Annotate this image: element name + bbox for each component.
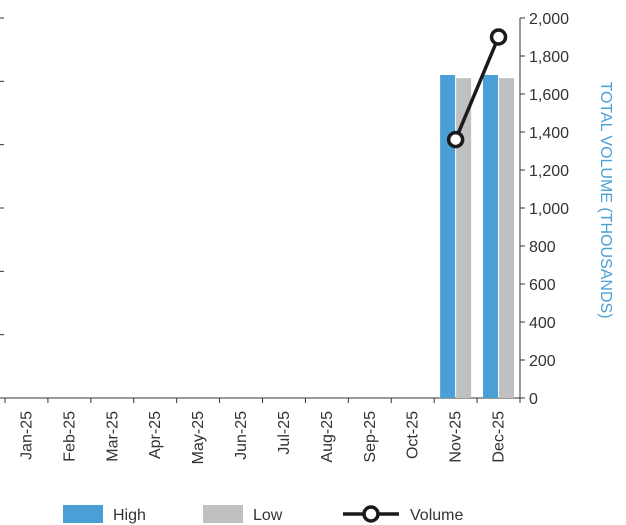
legend-item-high: High [63,505,146,524]
legend-item-volume: Volume [343,505,463,524]
x-tick-label: Oct-25 [405,411,422,459]
x-tick-label: Sep-25 [362,411,379,463]
bar-series [440,75,515,399]
bar-high [483,75,499,398]
right-tick-label: 1,600 [529,87,569,104]
volume-line-series [446,28,508,149]
legend-swatch [63,505,103,523]
x-tick-label: Nov-25 [448,411,465,463]
right-axis-ticks: 0 200 400 600 800 1,000 1,200 1,400 1,600 1,800 2,… [520,11,569,408]
right-tick-label: 600 [529,277,556,294]
x-tick-label: May-25 [190,411,207,464]
legend-label: High [113,507,146,524]
x-tick-label: Apr-25 [147,411,164,459]
right-tick-label: 400 [529,315,556,332]
volume-point [489,28,508,46]
right-tick-label: 200 [529,353,556,370]
legend-label: Volume [410,507,463,524]
x-tick-label: Dec-25 [491,411,508,463]
x-tick-label: Aug-25 [319,411,336,463]
right-tick-label: 1,200 [529,163,569,180]
x-tick-label: Mar-25 [104,411,121,462]
x-axis-ticks: Jan-25 Feb-25 Mar-25 Apr-25 May-25 Jun-25 Jul-… [4,398,521,464]
volume-line [454,36,501,141]
right-axis-title: TOTAL VOLUME (THOUSANDS) [597,81,614,318]
right-tick-label: 0 [529,391,538,408]
volume-point [446,130,465,149]
x-tick-label: Jan-25 [18,411,35,460]
bar-low [456,78,472,399]
left-axis-ticks [0,17,4,399]
x-tick-label: Feb-25 [61,411,78,462]
right-tick-label: 2,000 [529,11,569,28]
legend-item-low: Low [203,505,283,524]
x-tick-label: Jul-25 [276,411,293,455]
bar-low [499,78,515,399]
right-tick-label: 1,800 [529,49,569,66]
legend-label: Low [253,507,283,524]
legend-swatch [203,505,243,523]
right-tick-label: 800 [529,239,556,256]
right-tick-label: 1,000 [529,201,569,218]
right-tick-label: 1,400 [529,125,569,142]
x-tick-label: Jun-25 [233,411,250,460]
bar-high [440,75,456,398]
legend-marker [362,505,380,523]
legend: High Low Volume [63,505,463,524]
